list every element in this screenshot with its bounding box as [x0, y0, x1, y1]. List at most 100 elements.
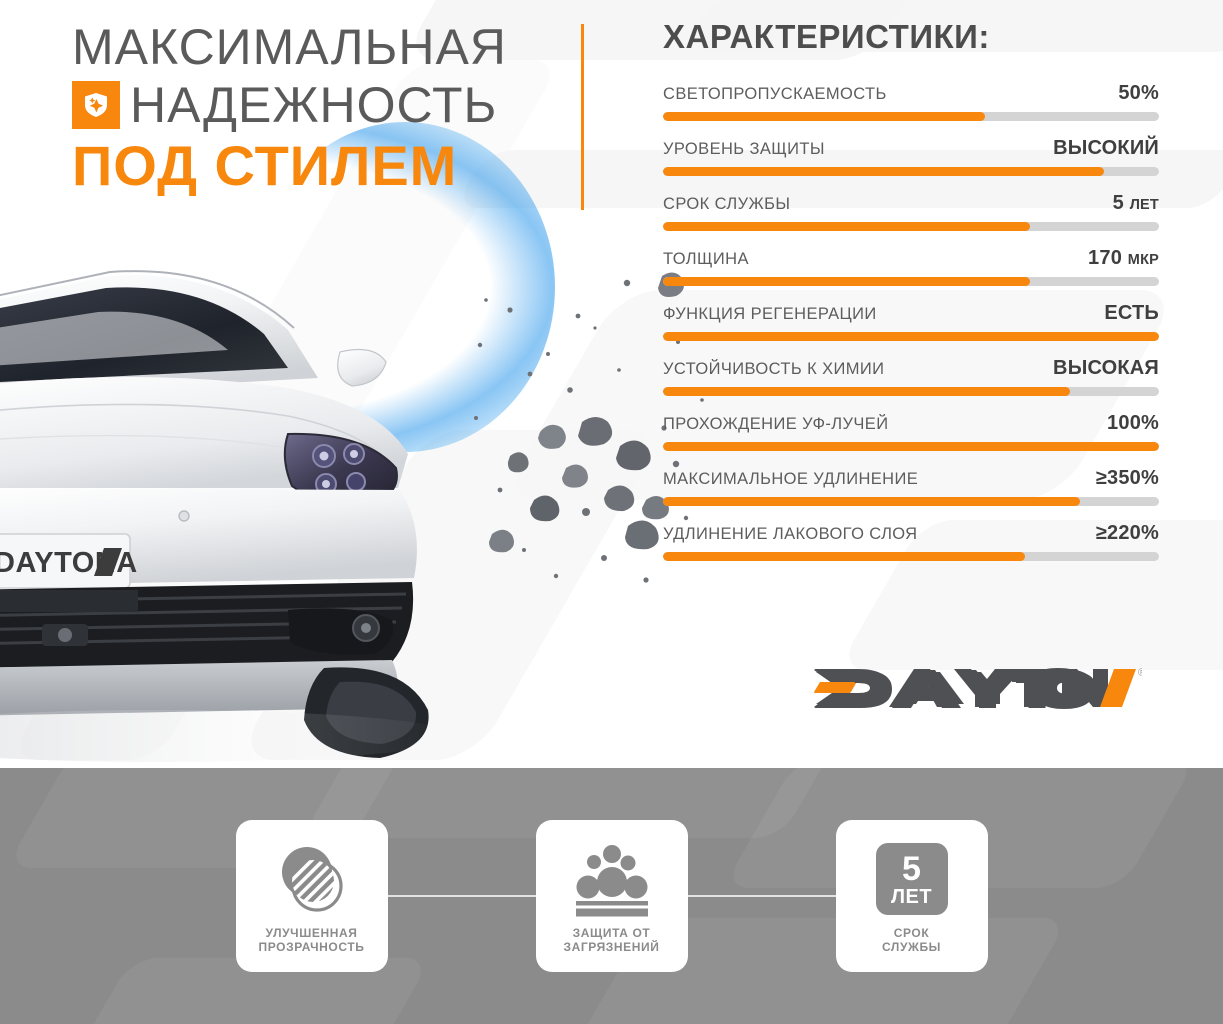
spec-row: МАКСИМАЛЬНОЕ УДЛИНЕНИЕ ≥350%	[663, 467, 1159, 506]
spec-label: УДЛИНЕНИЕ ЛАКОВОГО СЛОЯ	[663, 525, 918, 543]
spec-bar-track	[663, 167, 1159, 176]
spec-head: ТОЛЩИНА 170 МКР	[663, 247, 1159, 270]
spec-value-number: ≥350%	[1095, 467, 1159, 489]
spec-head: ФУНКЦИЯ РЕГЕНЕРАЦИИ ЕСТЬ	[663, 302, 1159, 325]
spec-bar-fill	[663, 552, 1026, 561]
feature-card-dirt-protection[interactable]: ЗАЩИТА ОТ ЗАГРЯЗНЕНИЙ	[535, 820, 688, 972]
spec-bar-track	[663, 442, 1159, 451]
spec-bar-fill	[663, 167, 1105, 176]
spec-bar-fill	[663, 387, 1070, 396]
spec-label: МАКСИМАЛЬНОЕ УДЛИНЕНИЕ	[663, 470, 919, 488]
caption-line-1: СРОК	[893, 926, 930, 940]
specs-title: ХАРАКТЕРИСТИКИ:	[663, 18, 990, 55]
spec-bar-track	[663, 332, 1159, 341]
spec-label: УСТОЙЧИВОСТЬ К ХИМИИ	[663, 360, 885, 378]
five-years-number: 5	[902, 849, 921, 888]
spec-value-number: 100%	[1107, 412, 1159, 434]
spec-bar-track	[663, 277, 1159, 286]
car-illustration: DAYTONA	[0, 270, 458, 762]
spec-bar-track	[663, 497, 1159, 506]
five-years-badge-icon: 5 ЛЕТ	[875, 838, 948, 920]
spec-bar-fill	[663, 497, 1080, 506]
spec-value-number: 170	[1088, 247, 1123, 269]
spec-bar-track	[663, 222, 1159, 231]
feature-card-caption: ЗАЩИТА ОТ ЗАГРЯЗНЕНИЙ	[563, 926, 659, 954]
daytona-logotype: ®	[814, 667, 1142, 707]
spec-value: ЕСТЬ	[1104, 302, 1159, 325]
spec-row: УСТОЙЧИВОСТЬ К ХИМИИ ВЫСОКАЯ	[663, 357, 1159, 396]
feature-band: УЛУЧШЕННАЯ ПРОЗРАЧНОСТЬ	[0, 768, 1223, 1024]
caption-line-2: СЛУЖБЫ	[881, 940, 942, 954]
spec-value: 5 ЛЕТ	[1113, 192, 1159, 215]
headline-line-2: НАДЕЖНОСТЬ	[130, 77, 498, 133]
spec-bar-track	[663, 552, 1159, 561]
spec-bar-fill	[663, 332, 1159, 341]
spec-value-number: ВЫСОКАЯ	[1053, 357, 1159, 379]
spec-bar-fill	[663, 277, 1031, 286]
feature-card-service-life[interactable]: 5 ЛЕТ СРОК СЛУЖБЫ	[835, 820, 988, 972]
headline-line-1: МАКСИМАЛЬНАЯ	[72, 19, 507, 75]
spec-row: УДЛИНЕНИЕ ЛАКОВОГО СЛОЯ ≥220%	[663, 522, 1159, 561]
spec-row: ПРОХОЖДЕНИЕ УФ-ЛУЧЕЙ 100%	[663, 412, 1159, 451]
spec-value-unit: МКР	[1127, 252, 1159, 268]
card-connector-line	[687, 895, 836, 897]
dirt-repellent-droplets-icon	[572, 838, 652, 920]
spec-label: СРОК СЛУЖБЫ	[663, 195, 791, 213]
feature-cards: УЛУЧШЕННАЯ ПРОЗРАЧНОСТЬ	[0, 768, 1223, 1024]
registered-mark: ®	[1138, 667, 1142, 679]
spec-label: ФУНКЦИЯ РЕГЕНЕРАЦИИ	[663, 305, 877, 323]
spec-label: УРОВЕНЬ ЗАЩИТЫ	[663, 140, 825, 158]
spec-value-number: 50%	[1118, 82, 1159, 104]
spec-row: ТОЛЩИНА 170 МКР	[663, 247, 1159, 286]
spec-value: ≥220%	[1096, 522, 1159, 545]
vertical-divider	[581, 24, 584, 210]
spec-value-unit: ЛЕТ	[1129, 197, 1159, 213]
card-connector-line	[387, 895, 536, 897]
caption-line-1: УЛУЧШЕННАЯ	[265, 926, 358, 940]
spec-value-number: 5	[1112, 192, 1124, 214]
spec-head: ПРОХОЖДЕНИЕ УФ-ЛУЧЕЙ 100%	[663, 412, 1159, 435]
feature-card-caption: УЛУЧШЕННАЯ ПРОЗРАЧНОСТЬ	[259, 926, 365, 954]
spec-value-number: ≥220%	[1095, 522, 1159, 544]
specs-panel: ХАРАКТЕРИСТИКИ: СВЕТОПРОПУСКАЕМОСТЬ 50% УР…	[663, 18, 1159, 577]
transparency-circles-icon	[273, 838, 351, 920]
spec-bar-track	[663, 112, 1159, 121]
spec-head: УСТОЙЧИВОСТЬ К ХИМИИ ВЫСОКАЯ	[663, 357, 1159, 380]
spec-value: 50%	[1118, 82, 1159, 105]
feature-card-transparency[interactable]: УЛУЧШЕННАЯ ПРОЗРАЧНОСТЬ	[235, 820, 388, 972]
headline-line-2-row: НАДЕЖНОСТЬ	[72, 76, 572, 134]
shield-sparkle-icon	[72, 81, 120, 129]
caption-line-2: ЗАГРЯЗНЕНИЙ	[563, 940, 660, 954]
headline-block: МАКСИМАЛЬНАЯ НАДЕЖНОСТЬ ПОД СТИЛЕМ	[72, 18, 572, 198]
spec-head: СРОК СЛУЖБЫ 5 ЛЕТ	[663, 192, 1159, 215]
spec-bar-fill	[663, 112, 986, 121]
spec-value: ВЫСОКИЙ	[1053, 137, 1159, 160]
spec-head: СВЕТОПРОПУСКАЕМОСТЬ 50%	[663, 82, 1159, 105]
spec-value: ≥350%	[1096, 467, 1159, 490]
spec-row: УРОВЕНЬ ЗАЩИТЫ ВЫСОКИЙ	[663, 137, 1159, 176]
spec-row: ФУНКЦИЯ РЕГЕНЕРАЦИИ ЕСТЬ	[663, 302, 1159, 341]
spec-bar-fill	[663, 442, 1159, 451]
spec-bar-fill	[663, 222, 1031, 231]
spec-row: СВЕТОПРОПУСКАЕМОСТЬ 50%	[663, 82, 1159, 121]
car-photo: DAYTONA	[0, 238, 508, 768]
spec-value: 170 МКР	[1088, 247, 1159, 270]
feature-card-caption: СРОК СЛУЖБЫ	[882, 926, 941, 954]
spec-bar-track	[663, 387, 1159, 396]
spec-head: УДЛИНЕНИЕ ЛАКОВОГО СЛОЯ ≥220%	[663, 522, 1159, 545]
five-years-unit: ЛЕТ	[890, 885, 933, 908]
spec-value-number: ВЫСОКИЙ	[1053, 137, 1159, 159]
spec-value: ВЫСОКАЯ	[1053, 357, 1159, 380]
spec-label: ТОЛЩИНА	[663, 250, 749, 268]
caption-line-2: ПРОЗРАЧНОСТЬ	[258, 940, 365, 954]
daytona-brand-lockup: ®	[812, 660, 1142, 716]
spec-value: 100%	[1107, 412, 1159, 435]
caption-line-1: ЗАЩИТА ОТ	[572, 926, 651, 940]
spec-label: ПРОХОЖДЕНИЕ УФ-ЛУЧЕЙ	[663, 415, 889, 433]
spec-head: МАКСИМАЛЬНОЕ УДЛИНЕНИЕ ≥350%	[663, 467, 1159, 490]
five-years-box: 5 ЛЕТ	[875, 843, 948, 915]
spec-value-number: ЕСТЬ	[1104, 302, 1159, 324]
spec-label: СВЕТОПРОПУСКАЕМОСТЬ	[663, 85, 887, 103]
spec-list: СВЕТОПРОПУСКАЕМОСТЬ 50% УРОВЕНЬ ЗАЩИТЫ ВЫСО…	[663, 82, 1159, 561]
